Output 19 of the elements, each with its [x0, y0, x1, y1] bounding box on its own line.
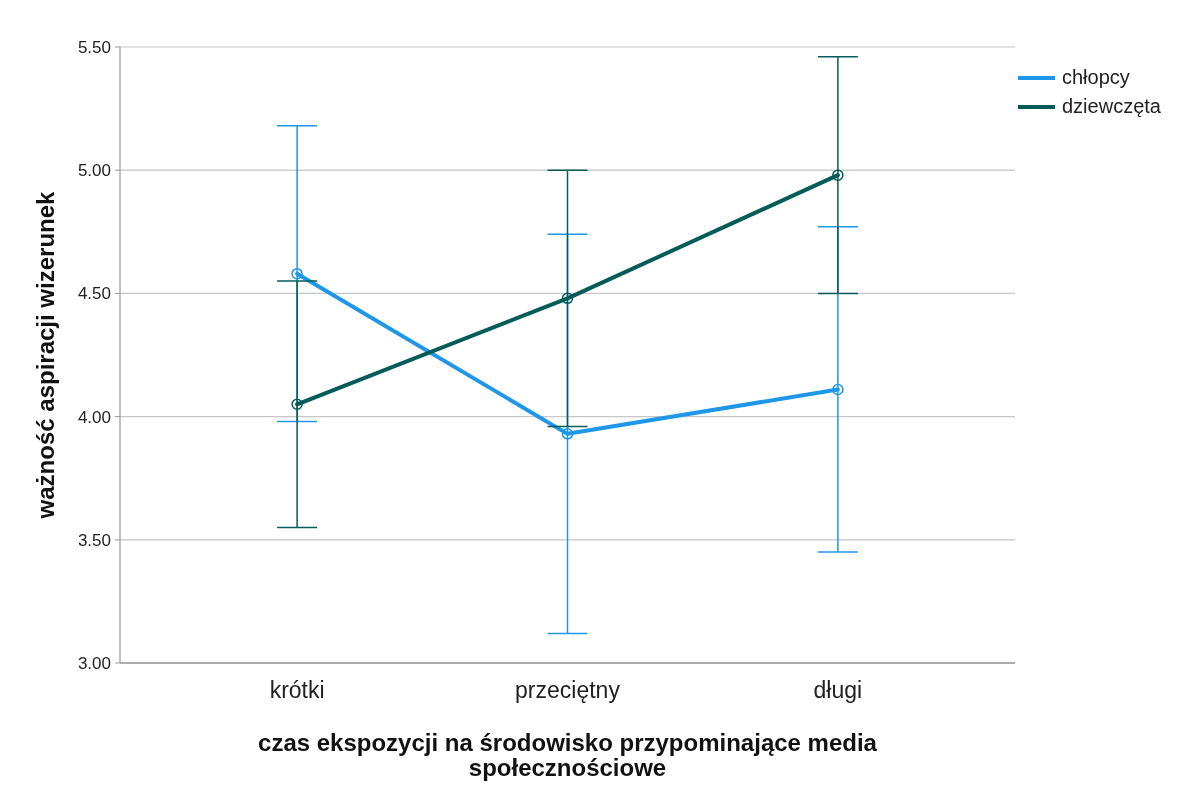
legend-label: dziewczęta — [1062, 95, 1161, 118]
y-tick-label: 4.50 — [77, 284, 111, 304]
y-tick-label: 5.00 — [77, 161, 111, 181]
y-tick-label: 5.50 — [77, 38, 111, 58]
point — [832, 383, 844, 396]
legend-label: chłopcy — [1062, 66, 1130, 89]
point — [291, 398, 303, 411]
point — [561, 428, 574, 440]
point — [561, 292, 574, 305]
x-axis-title: czas ekspozycji na środowisko przypominające media społecznościowe — [257, 729, 878, 781]
x-tick-label: przeciętny — [515, 677, 621, 704]
y-tick-label: 3.50 — [77, 530, 111, 550]
y-tick-label: 4.00 — [77, 407, 111, 427]
point — [832, 169, 844, 181]
y-tick-label: 3.00 — [77, 654, 111, 674]
point — [291, 267, 303, 280]
x-tick-label: krótki — [269, 677, 325, 704]
y-axis-title: ważność aspiracji wizerunek — [31, 190, 59, 520]
x-tick-label: długi — [813, 677, 863, 704]
